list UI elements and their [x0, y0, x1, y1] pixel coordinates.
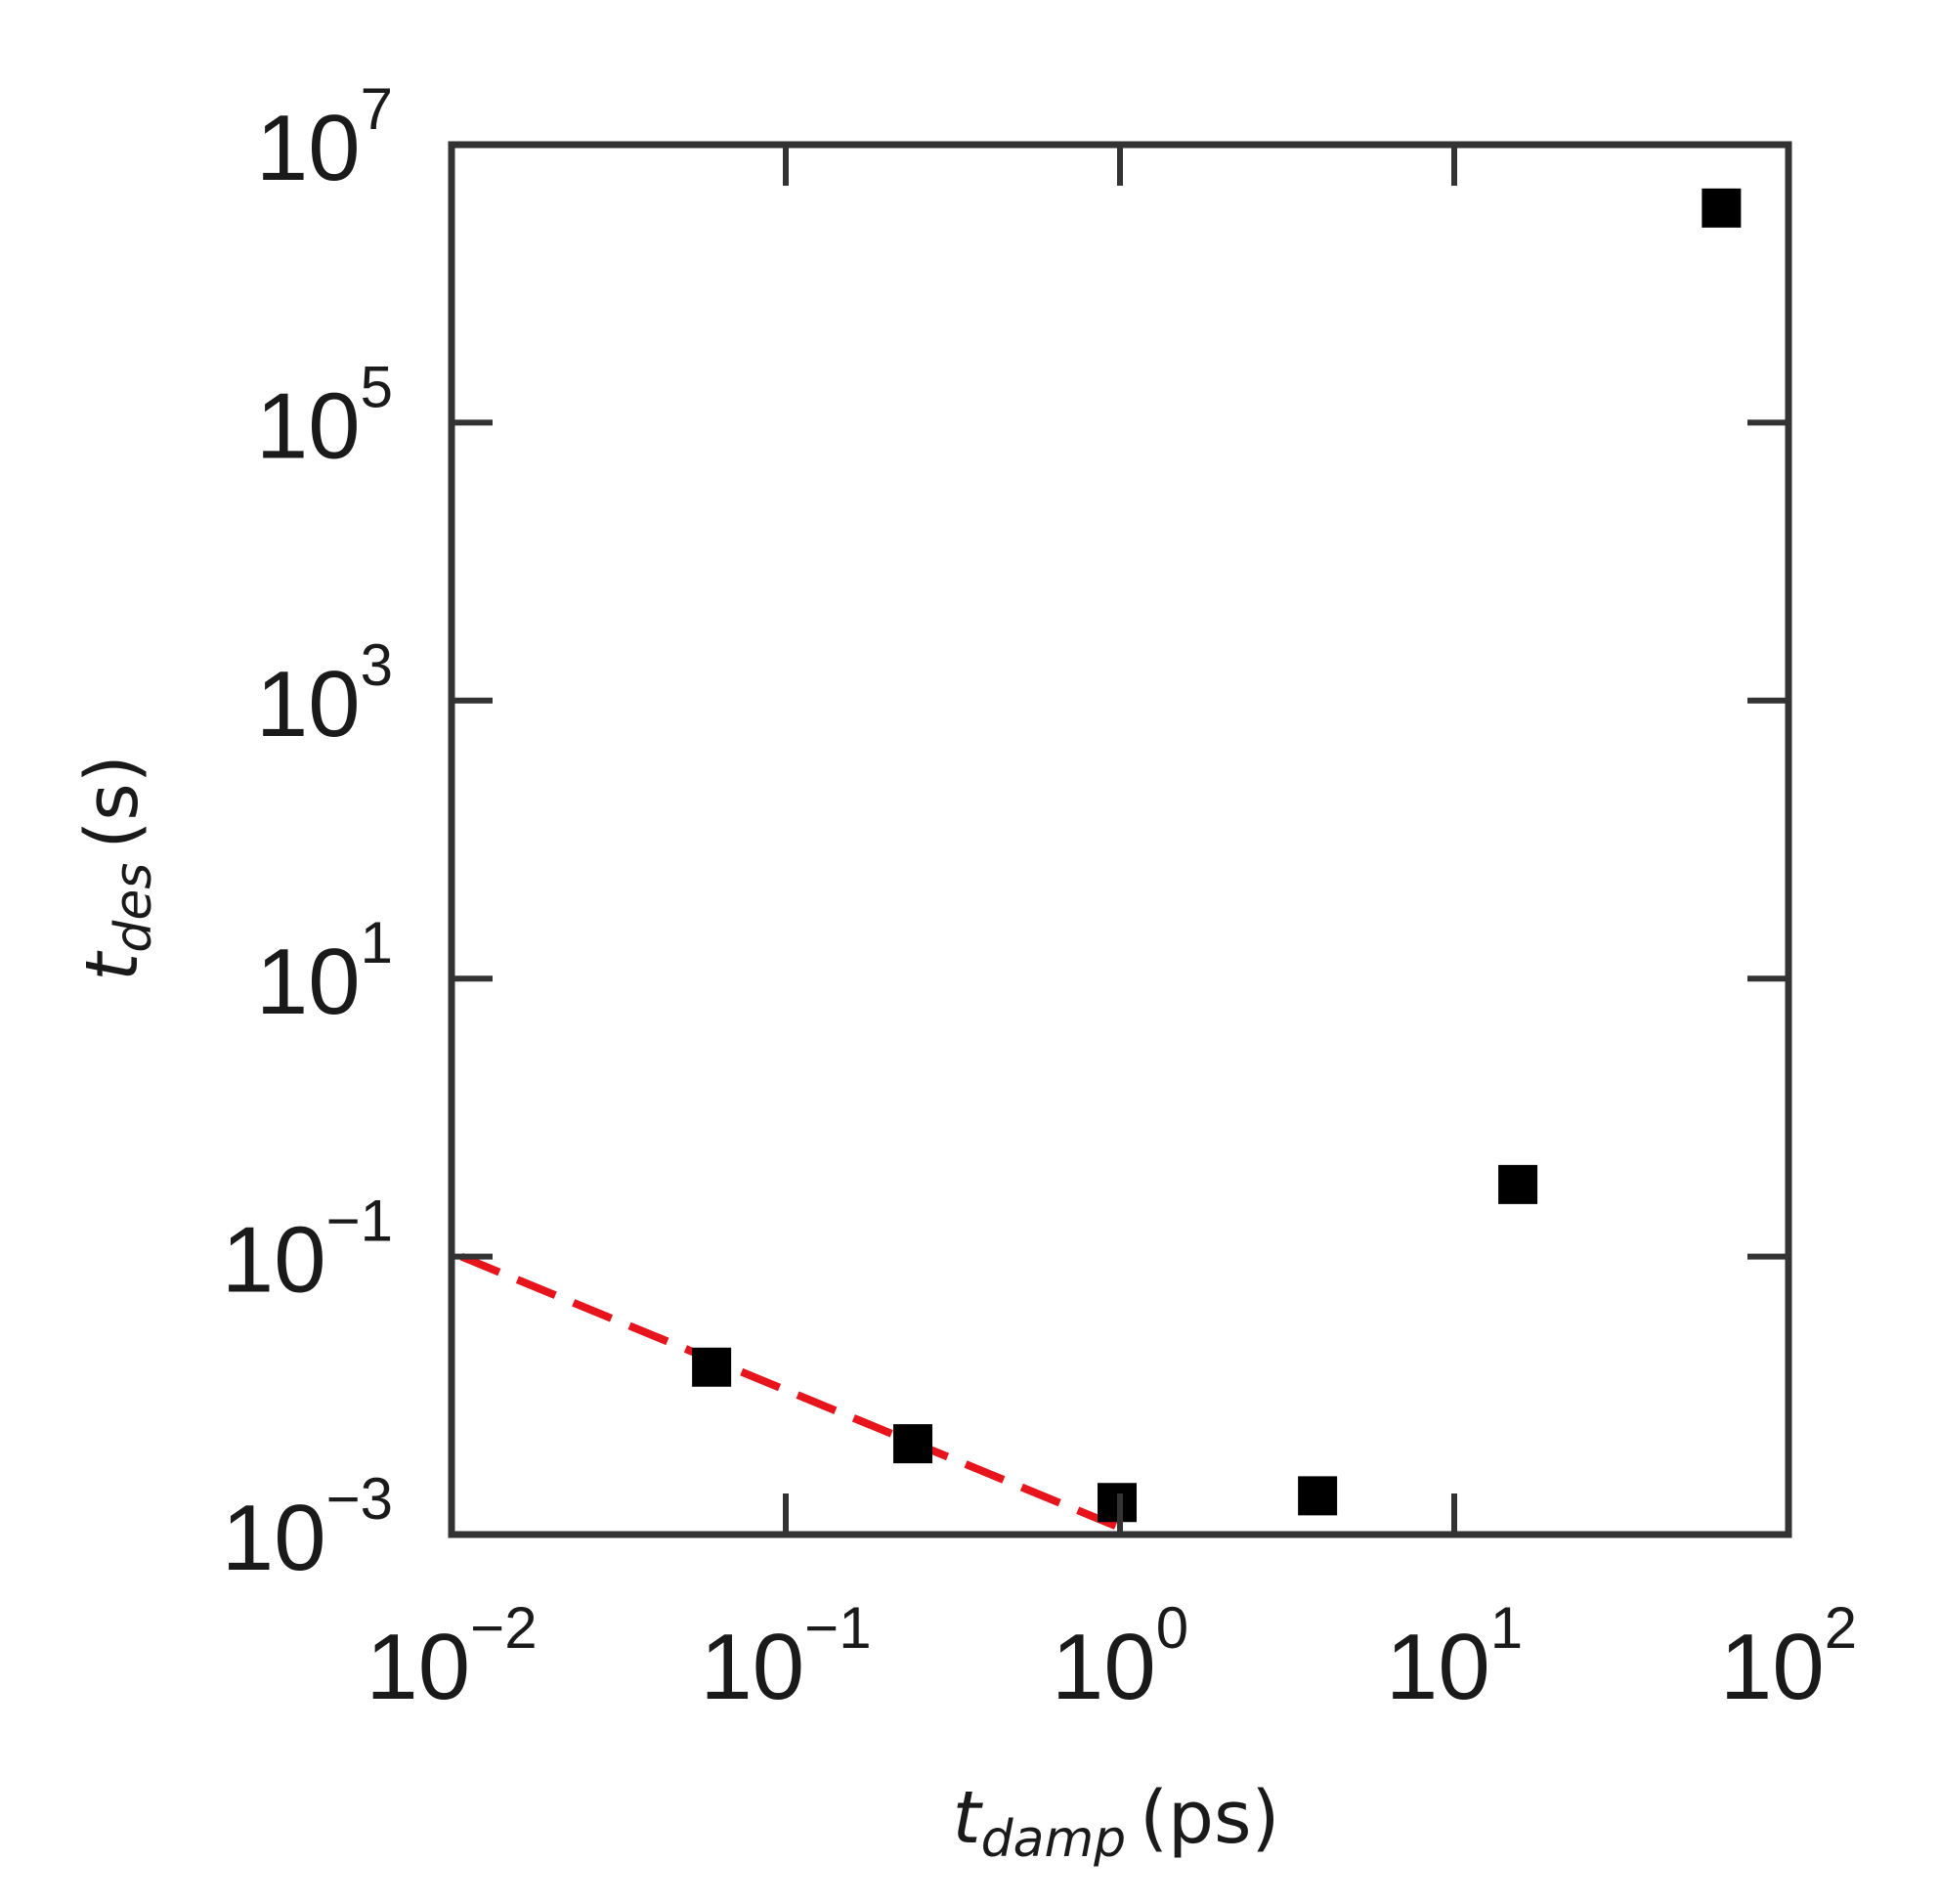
y-tick-label: 101: [256, 910, 393, 1034]
y-tick-base: 10: [256, 930, 361, 1034]
y-tick-label: 10−3: [222, 1466, 393, 1590]
y-tick-base: 10: [222, 1208, 326, 1313]
x-tick-base: 10: [1386, 1615, 1490, 1719]
x-tick-label: 102: [1720, 1595, 1857, 1719]
x-tick-exponent: 2: [1825, 1595, 1857, 1661]
y-tick-exponent: 3: [361, 632, 393, 698]
y-tick-exponent: 1: [361, 910, 393, 975]
y-tick-label: 10−1: [222, 1189, 393, 1313]
chart-marks: [459, 188, 1742, 1532]
x-tick-exponent: −1: [804, 1595, 871, 1661]
y-tick-base: 10: [256, 96, 361, 200]
y-tick-label: 103: [256, 632, 393, 757]
y-tick-label: 105: [256, 354, 393, 478]
x-tick-exponent: 1: [1490, 1595, 1523, 1661]
x-tick-label: 10−1: [700, 1595, 871, 1719]
data-point-square: [893, 1424, 933, 1464]
y-axis-unit: (s): [70, 755, 154, 848]
x-tick-label: 100: [1052, 1595, 1188, 1719]
x-tick-base: 10: [1052, 1615, 1156, 1719]
y-tick-exponent: 7: [361, 76, 393, 142]
x-axis-title: tdamp (ps): [953, 1776, 1280, 1869]
y-tick-label: 107: [256, 76, 393, 200]
x-tick-exponent: 0: [1156, 1595, 1188, 1661]
x-tick-exponent: −2: [470, 1595, 537, 1661]
y-axis-subscript: des: [105, 863, 163, 953]
x-axis-unit: (ps): [1140, 1776, 1279, 1860]
y-tick-base: 10: [256, 373, 361, 478]
plot-frame: [448, 141, 1792, 1538]
x-tick-label: 101: [1386, 1595, 1523, 1719]
y-tick-exponent: 5: [361, 354, 393, 419]
x-axis-symbol: t: [953, 1776, 984, 1860]
data-point-square: [1498, 1164, 1538, 1204]
y-axis-symbol: t: [70, 950, 154, 981]
x-tick-base: 10: [700, 1615, 804, 1719]
x-tick-base: 10: [366, 1615, 470, 1719]
data-point-square: [692, 1347, 732, 1387]
x-tick-base: 10: [1720, 1615, 1825, 1719]
data-point-square: [1097, 1483, 1137, 1523]
x-tick-label: 10−2: [366, 1595, 537, 1719]
y-tick-exponent: −3: [326, 1466, 393, 1532]
y-tick-exponent: −1: [326, 1189, 393, 1254]
axis-ticks: [452, 145, 1788, 1535]
y-tick-base: 10: [256, 652, 361, 757]
data-point-square: [1702, 188, 1742, 228]
data-point-square: [1298, 1476, 1338, 1516]
fit-dashed-line: [459, 1252, 1122, 1532]
y-axis-title: tdes (s): [70, 755, 163, 980]
x-axis-subscript: damp: [981, 1810, 1127, 1869]
y-tick-base: 10: [222, 1486, 326, 1590]
